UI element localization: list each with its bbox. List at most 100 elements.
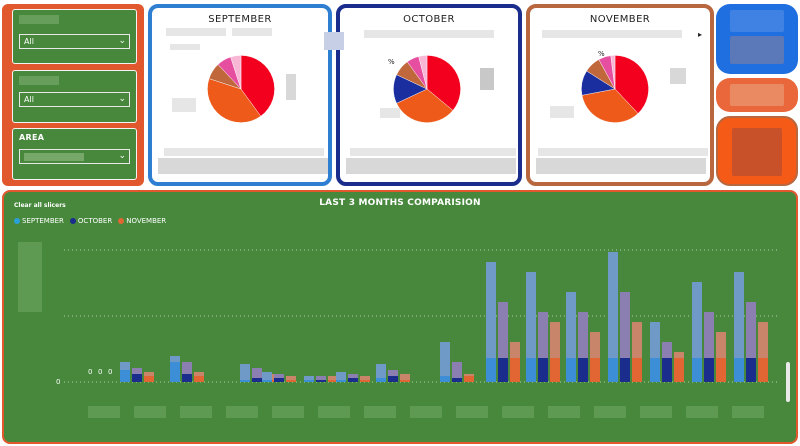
data-label: 0 [108, 368, 113, 376]
chart-bar [632, 358, 642, 382]
slicer-2-dropdown[interactable]: All ⌄ [19, 92, 130, 107]
pie-percent-label: % [598, 50, 605, 58]
chart-bar [328, 380, 338, 382]
chart-bar [400, 380, 410, 382]
month-card-october[interactable]: OCTOBER % [324, 4, 522, 186]
chart-legend: SEPTEMBER OCTOBER NOVEMBER [14, 217, 166, 225]
legend-item-october[interactable]: OCTOBER [69, 217, 112, 225]
x-axis-label-obscured [272, 406, 304, 418]
chart-bar [336, 380, 346, 382]
chart-bar-obscured [746, 302, 756, 358]
chart-bar-obscured [316, 376, 326, 380]
slicer-1-value: All [24, 37, 34, 46]
bar-chart-area[interactable] [4, 192, 796, 442]
chart-bar-obscured [274, 374, 284, 378]
chart-bar-obscured [194, 372, 204, 376]
chart-bar-obscured [620, 292, 630, 358]
chart-bar [734, 358, 744, 382]
chart-bar [120, 370, 130, 382]
slicer-2-title [19, 76, 59, 85]
chart-bar [692, 358, 702, 382]
more-arrow-icon[interactable]: ▸ [697, 30, 702, 39]
chart-bar-obscured [452, 362, 462, 378]
chart-bar-obscured [388, 370, 398, 376]
chart-bar-obscured [440, 342, 450, 376]
chart-bar [316, 380, 326, 382]
pie-chart-november[interactable] [580, 54, 650, 124]
chart-bar-obscured [578, 312, 588, 358]
y-axis-zero: 0 [56, 378, 61, 386]
chart-bar [716, 358, 726, 382]
chart-bar [566, 358, 576, 382]
y-axis-labels [18, 242, 42, 312]
chart-bar-obscured [262, 372, 272, 380]
chart-bar [440, 376, 450, 382]
chart-bar [252, 378, 262, 382]
chart-bar-obscured [182, 362, 192, 374]
x-axis-label-obscured [88, 406, 120, 418]
pie-slice [230, 55, 242, 90]
clear-all-slicers-button[interactable]: Clear all slicers [14, 202, 66, 209]
chart-bar-obscured [170, 356, 180, 362]
x-axis-label-obscured [686, 406, 718, 418]
slicer-area-value [24, 153, 84, 161]
kpi-card-2[interactable] [716, 78, 798, 112]
chart-bar [376, 378, 386, 382]
chart-bar-obscured [286, 376, 296, 380]
chart-bar-obscured [734, 272, 744, 358]
slicer-area: AREA ⌄ [12, 128, 137, 180]
slicer-1-dropdown[interactable]: All ⌄ [19, 34, 130, 49]
pie-slice [240, 55, 275, 117]
kpi-card-3[interactable] [716, 116, 798, 186]
chart-bar [758, 358, 768, 382]
chart-bar-obscured [632, 322, 642, 358]
chart-title: LAST 3 MONTHS COMPARISION [319, 198, 481, 208]
month-card-november[interactable]: NOVEMBER % ▸ [526, 4, 714, 186]
chart-bar-obscured [304, 376, 314, 380]
chart-bar-obscured [348, 374, 358, 378]
chart-bar-obscured [360, 376, 370, 380]
chart-bar-obscured [716, 332, 726, 358]
chart-bar [550, 358, 560, 382]
x-axis-label-obscured [180, 406, 212, 418]
x-axis-label-obscured [456, 406, 488, 418]
chart-bar-obscured [510, 342, 520, 358]
chart-bar [526, 358, 536, 382]
chart-bar [590, 358, 600, 382]
pie-chart-september[interactable] [206, 54, 276, 124]
chart-bar [348, 378, 358, 382]
chart-bar [360, 380, 370, 382]
x-axis-label-obscured [732, 406, 764, 418]
chart-bar-obscured [376, 364, 386, 378]
slicer-panel: All ⌄ All ⌄ AREA ⌄ [2, 4, 144, 186]
chart-bar [132, 374, 142, 382]
chart-bar-obscured [550, 322, 560, 358]
chart-bar [510, 358, 520, 382]
chart-scrollbar[interactable] [786, 362, 790, 402]
slicer-2-value: All [24, 95, 34, 104]
pie-slice [581, 88, 639, 123]
x-axis-label-obscured [548, 406, 580, 418]
kpi-card-1[interactable] [716, 4, 798, 74]
chart-bar-obscured [464, 374, 474, 376]
chart-bar-obscured [252, 368, 262, 378]
chart-bar [746, 358, 756, 382]
chart-bar-obscured [674, 352, 684, 358]
chart-bar [704, 358, 714, 382]
slicer-1-title [19, 15, 59, 24]
slicer-2: All ⌄ [12, 70, 137, 123]
chart-bar-obscured [704, 312, 714, 358]
legend-item-november[interactable]: NOVEMBER [118, 217, 166, 225]
legend-dot-icon [69, 218, 76, 224]
chart-bar [674, 358, 684, 382]
pie-chart-october[interactable] [392, 54, 462, 124]
legend-item-september[interactable]: SEPTEMBER [14, 217, 64, 225]
chart-bar [144, 376, 154, 382]
comparison-chart-panel: LAST 3 MONTHS COMPARISION Clear all slic… [2, 190, 798, 444]
chart-bar [240, 380, 250, 382]
month-card-september[interactable]: SEPTEMBER [148, 4, 332, 186]
chart-bar [286, 380, 296, 382]
slicer-area-dropdown[interactable]: ⌄ [19, 149, 130, 164]
chart-bar [486, 358, 496, 382]
month-title: OCTOBER [403, 14, 455, 25]
